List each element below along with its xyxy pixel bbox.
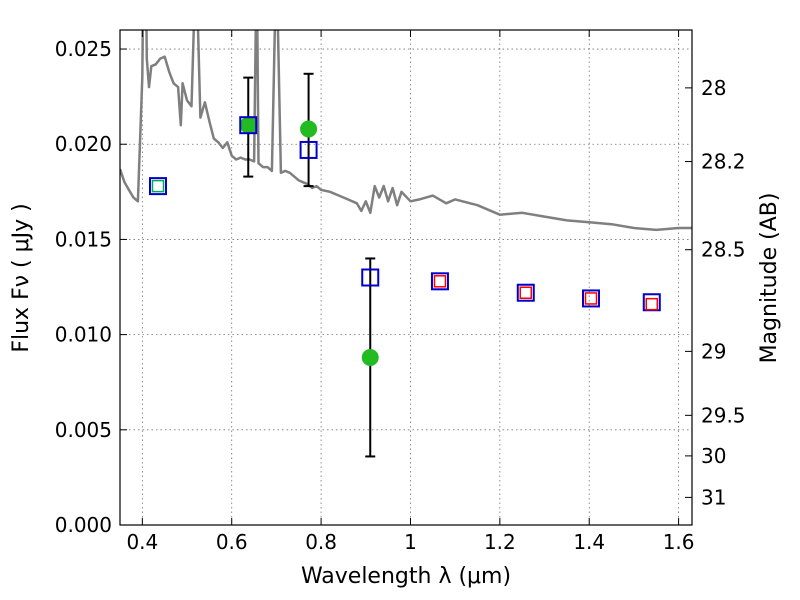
y-tick-label: 0.000 — [55, 513, 112, 537]
right-tick-label: 29.5 — [701, 403, 746, 427]
model-square — [430, 272, 449, 291]
x-tick-label: 0.4 — [126, 530, 158, 554]
x-axis-label: Wavelength λ (μm) — [301, 564, 511, 589]
model-square — [516, 283, 535, 302]
x-axis-ticks: 0.4 0.6 0.8 1 1.2 1.4 1.6 — [126, 30, 695, 554]
y-tick-label: 0.015 — [55, 227, 112, 251]
model-small-square — [645, 297, 659, 311]
model-square — [361, 268, 380, 287]
model-square — [582, 289, 601, 308]
sed-model-layer — [120, 30, 692, 232]
y-axis-label: Flux Fν ( μJy ) — [9, 203, 34, 352]
right-tick-label: 31 — [701, 485, 726, 509]
right-tick-label: 28.5 — [701, 238, 746, 262]
y-tick-label: 0.020 — [55, 132, 112, 156]
model-square — [239, 116, 258, 135]
right-tick-label: 29 — [701, 339, 726, 363]
observed-point — [239, 116, 257, 134]
x-tick-label: 1 — [404, 530, 417, 554]
right-axis-ticks: 28 28.2 28.5 29 29.5 30 31 — [685, 76, 746, 509]
x-tick-label: 0.6 — [216, 530, 248, 554]
model-small-square — [151, 179, 165, 193]
observed-point — [300, 120, 318, 138]
y-axis-ticks: 0.000 0.005 0.010 0.015 0.020 0.025 — [55, 37, 127, 537]
model-square — [148, 177, 167, 196]
x-tick-label: 1.6 — [663, 530, 695, 554]
plot-frame — [119, 29, 693, 526]
model-small-square — [519, 286, 533, 299]
y-tick-label: 0.005 — [55, 418, 112, 442]
observed-point — [361, 348, 379, 366]
sed-model-line — [120, 30, 692, 232]
x-tick-label: 1.4 — [573, 530, 605, 554]
right-tick-label: 28 — [701, 76, 726, 100]
right-tick-label: 28.2 — [701, 150, 746, 174]
x-tick-label: 1.2 — [484, 530, 516, 554]
model-small-square — [584, 292, 598, 305]
right-tick-label: 30 — [701, 444, 726, 468]
model-small-square — [433, 275, 447, 288]
y-tick-label: 0.010 — [55, 323, 112, 347]
x-tick-label: 0.8 — [305, 530, 337, 554]
y-tick-label: 0.025 — [55, 37, 112, 61]
right-axis-label: Magnitude (AB) — [757, 193, 782, 364]
model-squares-layer — [148, 116, 661, 312]
model-square — [299, 140, 318, 159]
